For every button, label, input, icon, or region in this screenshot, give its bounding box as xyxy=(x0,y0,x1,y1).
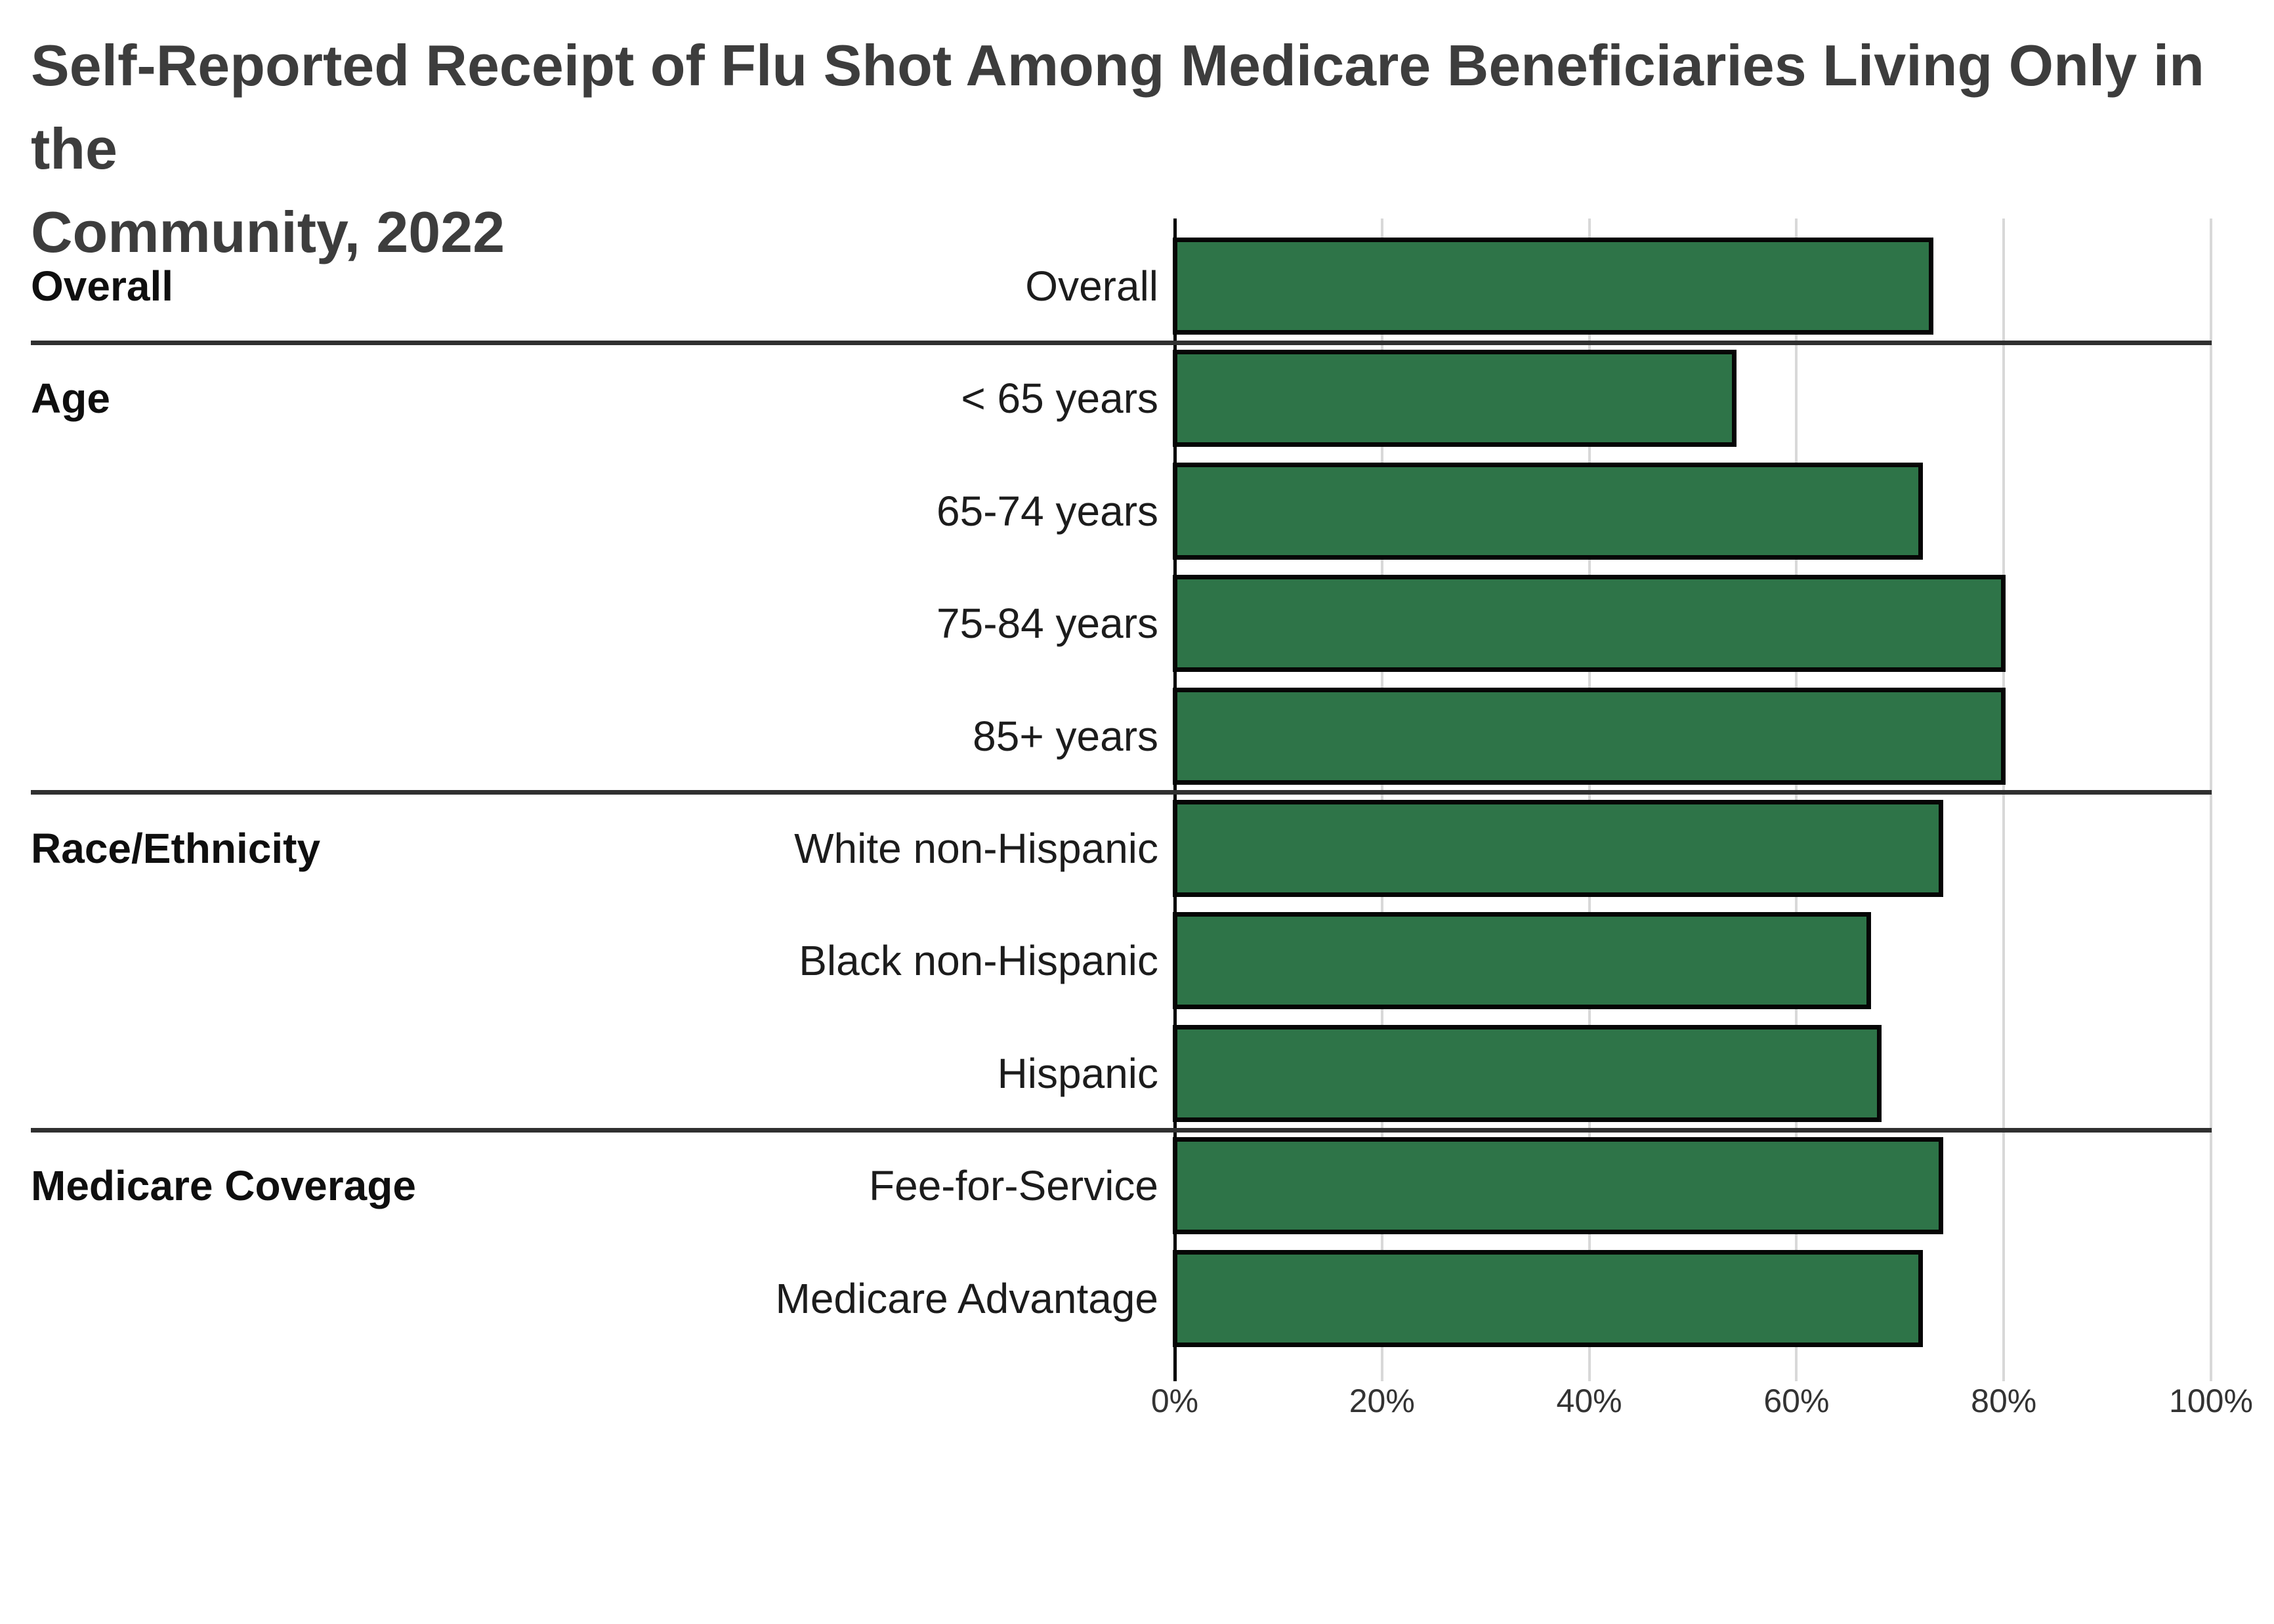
row-label-65-74-years: 65-74 years xyxy=(937,487,1158,535)
x-tick-label: 80% xyxy=(1971,1383,2037,1419)
row-label-fee-for-service: Fee-for-Service xyxy=(869,1162,1158,1210)
x-tick-label: 40% xyxy=(1556,1383,1622,1419)
section-label-age: Age xyxy=(31,375,110,423)
section-label-overall: Overall xyxy=(31,262,174,310)
section-label-medicare-coverage: Medicare Coverage xyxy=(31,1162,416,1210)
section-divider xyxy=(31,340,2212,345)
bar-85-years xyxy=(1173,687,2006,785)
x-tick-label: 20% xyxy=(1349,1383,1415,1419)
bar-fee-for-service xyxy=(1173,1137,1944,1235)
row-label-hispanic: Hispanic xyxy=(997,1049,1158,1097)
row-label-65-years: < 65 years xyxy=(961,375,1158,423)
x-tick-label: 60% xyxy=(1763,1383,1830,1419)
bar-65-74-years xyxy=(1173,462,1923,560)
gridline-100pct xyxy=(2210,219,2212,1381)
bar-white-non-hispanic xyxy=(1173,800,1944,897)
bar-medicare-advantage xyxy=(1173,1249,1923,1347)
section-divider xyxy=(31,1127,2212,1133)
section-label-race-ethnicity: Race/Ethnicity xyxy=(31,825,321,872)
bar-hispanic xyxy=(1173,1024,1882,1122)
x-tick-label: 100% xyxy=(2169,1383,2253,1419)
row-label-medicare-advantage: Medicare Advantage xyxy=(775,1274,1159,1322)
row-label-black-non-hispanic: Black non-Hispanic xyxy=(799,937,1158,985)
bar-black-non-hispanic xyxy=(1173,912,1871,1010)
row-label-85-years: 85+ years xyxy=(973,712,1158,760)
row-label-75-84-years: 75-84 years xyxy=(937,600,1158,648)
gridline-80pct xyxy=(2002,219,2006,1381)
row-label-white-non-hispanic: White non-Hispanic xyxy=(794,825,1158,872)
bar-overall xyxy=(1173,238,1933,335)
bar-65-years xyxy=(1173,350,1737,448)
row-label-overall: Overall xyxy=(1025,262,1158,310)
chart-title: Self-Reported Receipt of Flu Shot Among … xyxy=(31,33,2204,264)
x-tick-label: 0% xyxy=(1150,1383,1199,1419)
bar-75-84-years xyxy=(1173,575,2006,673)
section-divider xyxy=(31,790,2212,795)
